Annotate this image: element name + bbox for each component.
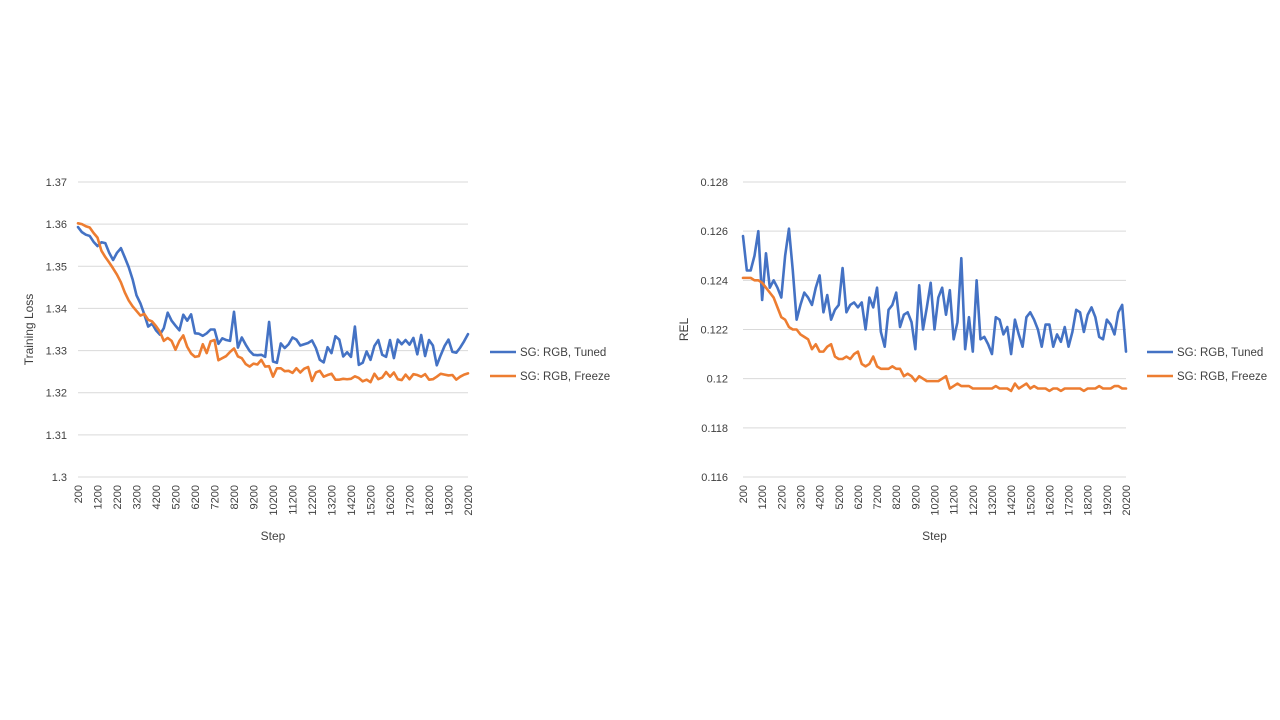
y-axis-title: REL — [677, 318, 691, 342]
x-tick-label: 10200 — [930, 485, 942, 516]
x-tick-label: 17200 — [405, 485, 417, 516]
x-tick-label: 20200 — [1121, 485, 1133, 516]
x-tick-label: 5200 — [171, 485, 183, 509]
x-tick-label: 7200 — [872, 485, 884, 509]
x-tick-label: 1200 — [93, 485, 105, 509]
series-line-tuned — [741, 227, 1128, 356]
x-tick-label: 14200 — [346, 485, 358, 516]
x-tick-label: 16200 — [385, 485, 397, 516]
x-tick-label: 18200 — [424, 485, 436, 516]
x-tick-label: 7200 — [210, 485, 222, 509]
series-line-freeze — [741, 276, 1128, 393]
x-tick-label: 15200 — [1025, 485, 1037, 516]
x-tick-label: 6200 — [853, 485, 865, 509]
y-tick-label: 1.3 — [52, 472, 67, 484]
y-tick-label: 1.34 — [46, 303, 67, 315]
y-tick-label: 1.37 — [46, 177, 67, 189]
x-tick-label: 12200 — [968, 485, 980, 516]
y-tick-label: 1.32 — [46, 388, 67, 400]
x-tick-label: 8200 — [229, 485, 241, 509]
x-tick-label: 19200 — [444, 485, 456, 516]
x-tick-label: 2200 — [776, 485, 788, 509]
x-tick-label: 13200 — [987, 485, 999, 516]
training-loss-chart: 1.3 1.31 1.32 1.33 1.34 1.35 1.36 1.37 200 1200 22… — [22, 177, 610, 543]
y-tick-label: 0.118 — [701, 423, 728, 435]
x-tick-label: 20200 — [463, 485, 475, 516]
y-tick-label: 0.12 — [707, 374, 728, 386]
y-tick-label: 1.31 — [46, 430, 67, 442]
x-tick-label: 18200 — [1083, 485, 1095, 516]
x-tick-label: 9200 — [910, 485, 922, 509]
x-tick-label: 14200 — [1006, 485, 1018, 516]
x-tick-label: 13200 — [327, 485, 339, 516]
x-tick-label: 15200 — [366, 485, 378, 516]
x-tick-label: 3200 — [132, 485, 144, 509]
x-tick-label: 9200 — [249, 485, 261, 509]
y-axis-title: Training Loss — [22, 294, 36, 366]
x-tick-label: 200 — [738, 485, 750, 503]
x-tick-label: 4200 — [815, 485, 827, 509]
x-tick-label: 19200 — [1102, 485, 1114, 516]
x-tick-label: 8200 — [891, 485, 903, 509]
legend-label: SG: RGB, Tuned — [520, 347, 606, 359]
x-tick-label: 6200 — [190, 485, 202, 509]
x-tick-label: 10200 — [268, 485, 280, 516]
y-tick-label: 0.126 — [700, 226, 728, 238]
x-axis-title: Step — [261, 529, 286, 543]
y-tick-label: 0.116 — [701, 472, 728, 484]
y-tick-label: 0.124 — [700, 275, 728, 287]
rel-chart: 0.116 0.118 0.12 0.122 0.124 0.126 0.128 200 120… — [677, 177, 1267, 543]
legend-label: SG: RGB, Tuned — [1177, 347, 1263, 359]
y-tick-label: 1.33 — [46, 346, 67, 358]
x-tick-label: 11200 — [949, 485, 961, 515]
legend-label: SG: RGB, Freeze — [520, 371, 610, 383]
legend-label: SG: RGB, Freeze — [1177, 371, 1267, 383]
x-tick-label: 4200 — [151, 485, 163, 509]
x-tick-label: 16200 — [1044, 485, 1056, 516]
series-line-tuned — [76, 225, 470, 367]
x-tick-label: 11200 — [288, 485, 300, 515]
x-tick-label: 1200 — [757, 485, 769, 509]
x-tick-label: 17200 — [1064, 485, 1076, 516]
y-tick-label: 0.122 — [700, 325, 728, 337]
x-axis-title: Step — [922, 529, 947, 543]
y-tick-label: 1.36 — [46, 219, 67, 231]
x-tick-label: 3200 — [795, 485, 807, 509]
x-tick-label: 5200 — [834, 485, 846, 509]
y-tick-label: 0.128 — [700, 177, 728, 189]
x-tick-label: 2200 — [112, 485, 124, 509]
series-line-freeze — [76, 222, 470, 384]
x-tick-label: 12200 — [307, 485, 319, 516]
x-tick-label: 200 — [73, 485, 85, 503]
y-tick-label: 1.35 — [46, 261, 67, 273]
